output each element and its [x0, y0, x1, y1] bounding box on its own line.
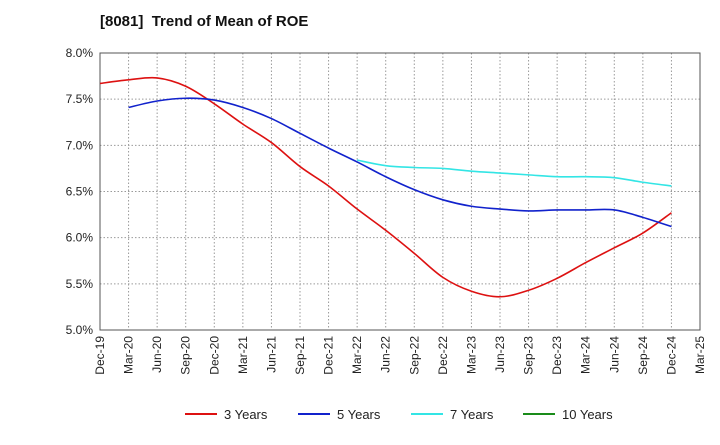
y-tick-label: 7.0%	[66, 138, 94, 152]
x-tick-label: Sep-23	[522, 336, 536, 375]
x-tick-label: Jun-22	[379, 336, 393, 373]
x-tick-label: Dec-19	[93, 336, 107, 375]
x-tick-label: Jun-24	[607, 336, 621, 373]
x-tick-label: Sep-20	[179, 336, 193, 375]
chart-title: [8081] Trend of Mean of ROE	[100, 13, 309, 30]
x-tick-label: Sep-21	[293, 336, 307, 375]
y-tick-label: 7.5%	[66, 92, 94, 106]
plot-frame	[99, 52, 701, 331]
legend-label: 10 Years	[562, 407, 613, 422]
y-tick-label: 5.0%	[66, 323, 94, 337]
y-tick-label: 6.0%	[66, 231, 94, 245]
x-tick-label: Mar-21	[236, 336, 250, 374]
y-tick-label: 5.5%	[66, 277, 94, 291]
x-tick-label: Sep-22	[407, 336, 421, 375]
x-tick-label: Dec-24	[664, 336, 678, 375]
x-tick-label: Dec-20	[207, 336, 221, 375]
series-line-7-years	[356, 159, 672, 187]
y-tick-label: 6.5%	[66, 185, 94, 199]
legend-label: 3 Years	[224, 407, 268, 422]
x-tick-label: Jun-21	[264, 336, 278, 373]
x-tick-label: Jun-20	[150, 336, 164, 373]
x-tick-label: Mar-22	[350, 336, 364, 374]
legend-label: 7 Years	[450, 407, 494, 422]
x-tick-label: Jun-23	[493, 336, 507, 373]
x-tick-label: Mar-24	[579, 336, 593, 374]
x-tick-label: Mar-25	[693, 336, 707, 374]
x-tick-label: Dec-21	[322, 336, 336, 375]
x-tick-label: Dec-22	[436, 336, 450, 375]
x-tick-label: Mar-23	[464, 336, 478, 374]
y-tick-label: 8.0%	[66, 46, 94, 60]
legend-label: 5 Years	[337, 407, 381, 422]
x-tick-label: Mar-20	[122, 336, 136, 374]
series-line-3-years	[99, 76, 672, 298]
x-tick-label: Sep-24	[636, 336, 650, 375]
series-line-5-years	[128, 97, 672, 228]
x-tick-label: Dec-23	[550, 336, 564, 375]
